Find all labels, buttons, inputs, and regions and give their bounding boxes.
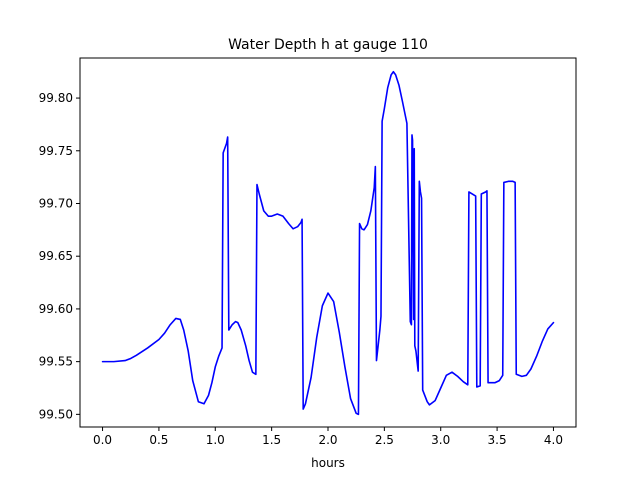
x-tick-label: 2.5 bbox=[375, 433, 394, 447]
x-tick-label: 3.5 bbox=[488, 433, 507, 447]
y-tick-label: 99.55 bbox=[39, 355, 73, 369]
series-line bbox=[101, 70, 555, 416]
x-tick-label: 0.0 bbox=[93, 433, 112, 447]
chart-title: Water Depth h at gauge 110 bbox=[228, 37, 428, 53]
y-tick-label: 99.60 bbox=[39, 302, 73, 316]
y-tick-label: 99.50 bbox=[39, 407, 73, 421]
x-tick-label: 1.0 bbox=[206, 433, 225, 447]
x-tick-label: 2.0 bbox=[318, 433, 337, 447]
x-tick-label: 3.0 bbox=[431, 433, 450, 447]
axes-frame bbox=[79, 57, 577, 428]
y-tick-label: 99.70 bbox=[39, 196, 73, 210]
y-tick-label: 99.80 bbox=[39, 91, 73, 105]
y-tick-label: 99.75 bbox=[39, 144, 73, 158]
x-tick-label: 1.5 bbox=[262, 433, 281, 447]
x-tick-label: 4.0 bbox=[544, 433, 563, 447]
x-tick-label: 0.5 bbox=[149, 433, 168, 447]
plot-area: 0.0 0.5 1.0 1.5 2.0 2.5 3.0 3.5 4.0 99.50 99.55 99.… bbox=[39, 57, 577, 447]
y-tick-label: 99.65 bbox=[39, 249, 73, 263]
x-axis-label: hours bbox=[311, 456, 345, 470]
